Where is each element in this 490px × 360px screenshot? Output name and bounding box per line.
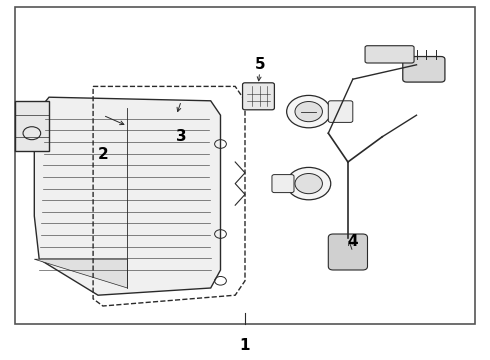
- Text: 5: 5: [254, 57, 265, 72]
- PathPatch shape: [15, 101, 49, 151]
- PathPatch shape: [34, 97, 220, 295]
- FancyBboxPatch shape: [365, 46, 414, 63]
- Circle shape: [287, 167, 331, 200]
- FancyBboxPatch shape: [243, 83, 274, 110]
- Circle shape: [287, 95, 331, 128]
- FancyBboxPatch shape: [403, 57, 445, 82]
- PathPatch shape: [34, 259, 127, 288]
- Circle shape: [295, 174, 322, 194]
- FancyBboxPatch shape: [272, 175, 294, 193]
- Text: 4: 4: [347, 234, 358, 249]
- Circle shape: [295, 102, 322, 122]
- Bar: [15, 7, 475, 324]
- Text: 2: 2: [98, 147, 108, 162]
- FancyBboxPatch shape: [328, 101, 353, 122]
- Text: 3: 3: [176, 129, 187, 144]
- Text: 1: 1: [240, 338, 250, 353]
- FancyBboxPatch shape: [328, 234, 368, 270]
